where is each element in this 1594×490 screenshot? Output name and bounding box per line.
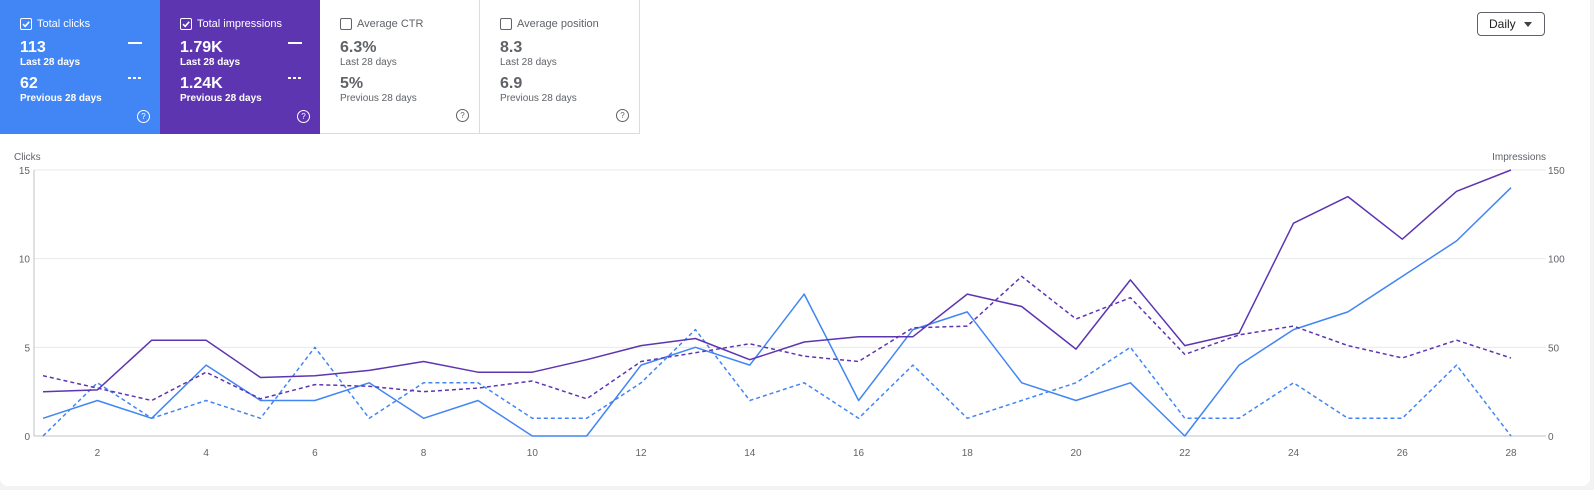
current-period-label: Last 28 days — [340, 57, 397, 68]
previous-period-label: Previous 28 days — [340, 93, 417, 104]
dropdown-caret-icon — [1523, 21, 1532, 27]
help-icon[interactable]: ? — [137, 110, 150, 123]
card-label: Total impressions — [197, 18, 282, 30]
x-tick-label: 24 — [1288, 448, 1300, 459]
dashed-line-legend-icon — [288, 77, 302, 79]
checkbox-icon[interactable] — [340, 18, 352, 30]
dashed-line-legend-icon — [128, 77, 142, 79]
current-value: 8.3 — [500, 39, 523, 56]
x-tick-label: 8 — [421, 448, 427, 459]
y-right-tick-label: 0 — [1548, 432, 1554, 443]
previous-period-label: Previous 28 days — [180, 93, 262, 104]
current-value: 1.79K — [180, 39, 223, 56]
current-period-label: Last 28 days — [180, 57, 241, 68]
y-left-tick-label: 10 — [19, 255, 31, 266]
current-value: 113 — [20, 39, 46, 56]
series-line-impressions — [42, 169, 1512, 393]
x-tick-label: 12 — [636, 448, 648, 459]
series-line-clicks-prev — [42, 328, 1512, 437]
current-period-label: Last 28 days — [20, 57, 81, 68]
x-tick-label: 28 — [1505, 448, 1517, 459]
y-right-tick-label: 100 — [1548, 255, 1565, 266]
x-axis-ticks: 2 4 6 8 10 12 14 16 18 20 22 24 26 28 — [95, 448, 1517, 459]
checked-checkbox-icon[interactable] — [20, 18, 32, 30]
x-tick-label: 2 — [95, 448, 101, 459]
series-lines — [42, 169, 1512, 437]
x-tick-label: 18 — [962, 448, 974, 459]
previous-value: 62 — [20, 75, 38, 92]
y-right-tick-label: 50 — [1548, 343, 1560, 354]
help-icon[interactable]: ? — [297, 110, 310, 123]
y-axis-left-label: Clicks — [14, 152, 41, 163]
card-header: Total clicks — [20, 17, 160, 31]
previous-value: 1.24K — [180, 75, 223, 92]
card-average-ctr[interactable]: Average CTR 6.3% Last 28 days 5% Previous 28… — [320, 0, 480, 134]
current-period-label: Last 28 days — [500, 57, 557, 68]
previous-value: 5% — [340, 75, 364, 92]
x-tick-label: 10 — [527, 448, 539, 459]
card-header: Average CTR — [340, 17, 479, 31]
card-total-impressions[interactable]: Total impressions 1.79K Last 28 days 1.24K P… — [160, 0, 320, 134]
card-label: Total clicks — [37, 18, 91, 30]
solid-line-legend-icon — [128, 42, 142, 44]
card-label: Average position — [517, 18, 599, 30]
x-tick-label: 22 — [1179, 448, 1191, 459]
y-axis-right-ticks: 0 50 100 150 — [1548, 166, 1565, 443]
y-left-tick-label: 15 — [19, 166, 31, 177]
y-left-tick-label: 5 — [24, 343, 30, 354]
x-tick-label: 20 — [1070, 448, 1082, 459]
previous-value: 6.9 — [500, 75, 523, 92]
card-header: Total impressions — [180, 17, 320, 31]
card-average-position[interactable]: Average position 8.3 Last 28 days 6.9 Previo… — [480, 0, 640, 134]
help-icon[interactable]: ? — [456, 109, 469, 122]
granularity-dropdown[interactable]: Daily — [1477, 12, 1545, 36]
y-axis-left-ticks: 0 5 10 15 — [19, 166, 31, 443]
current-value: 6.3% — [340, 39, 377, 56]
previous-period-label: Previous 28 days — [500, 93, 577, 104]
y-axis-right-label: Impressions — [1492, 152, 1546, 163]
x-tick-label: 4 — [203, 448, 209, 459]
checked-checkbox-icon[interactable] — [180, 18, 192, 30]
metric-cards: Total clicks 113 Last 28 days 62 Previous 28… — [0, 0, 640, 134]
x-tick-label: 14 — [744, 448, 756, 459]
gridlines — [33, 169, 1546, 437]
solid-line-legend-icon — [288, 42, 302, 44]
checkbox-icon[interactable] — [500, 18, 512, 30]
card-label: Average CTR — [357, 18, 424, 30]
card-total-clicks[interactable]: Total clicks 113 Last 28 days 62 Previous 28… — [0, 0, 160, 134]
y-right-tick-label: 150 — [1548, 166, 1565, 177]
x-tick-label: 16 — [853, 448, 865, 459]
x-tick-label: 6 — [312, 448, 318, 459]
granularity-label: Daily — [1489, 17, 1516, 31]
x-tick-label: 26 — [1397, 448, 1409, 459]
card-header: Average position — [500, 17, 639, 31]
series-line-impressions-prev — [42, 275, 1512, 402]
series-line-clicks — [42, 187, 1512, 437]
y-left-tick-label: 0 — [24, 432, 30, 443]
help-icon[interactable]: ? — [616, 109, 629, 122]
previous-period-label: Previous 28 days — [20, 93, 102, 104]
